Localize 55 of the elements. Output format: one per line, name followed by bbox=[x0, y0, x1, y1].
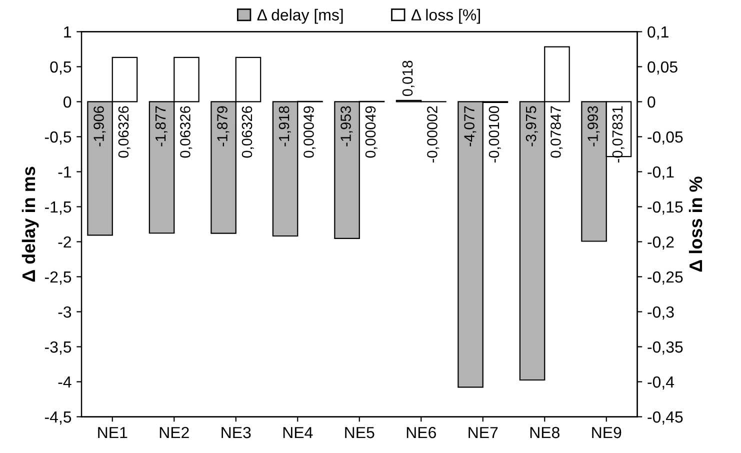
y2-tick-label: -0,35 bbox=[648, 341, 683, 355]
x-tick-label: NE9 bbox=[592, 426, 622, 438]
data-label: 0,00049 bbox=[365, 106, 378, 158]
y-tick-label: 0 bbox=[64, 96, 72, 108]
y2-tick-label: 0,05 bbox=[648, 61, 678, 75]
y2-tick-label: -0,25 bbox=[648, 271, 683, 285]
y-tick-label: -1,5 bbox=[44, 202, 72, 215]
legend-label: Δ delay [ms] bbox=[257, 8, 343, 24]
y2-tick-label: 0,1 bbox=[648, 26, 668, 40]
data-label: -1,879 bbox=[217, 106, 230, 146]
data-label: 0,06326 bbox=[242, 106, 254, 158]
y-tick-label: -4 bbox=[58, 376, 72, 388]
data-label: -0,00100 bbox=[488, 106, 501, 162]
y-tick-label: -2 bbox=[58, 236, 71, 248]
y2-tick-label: 0 bbox=[648, 96, 656, 108]
data-label: 0,07847 bbox=[550, 106, 563, 158]
y2-tick-label: -0,1 bbox=[648, 166, 674, 180]
data-label: -0,00002 bbox=[427, 106, 440, 162]
data-label: 0,06326 bbox=[180, 106, 192, 158]
y-tick-label: -4,5 bbox=[44, 412, 72, 425]
y-tick-label: 0,5 bbox=[50, 61, 72, 75]
y-axis-title: Δ delay in ms bbox=[22, 166, 39, 282]
data-label: 0,018 bbox=[402, 60, 414, 96]
y-tick-label: 1 bbox=[64, 26, 72, 38]
data-label: -1,877 bbox=[155, 106, 168, 146]
y2-tick-label: -0,05 bbox=[648, 131, 683, 145]
data-label: -1,918 bbox=[278, 106, 291, 146]
y-tick-label: -3 bbox=[58, 306, 72, 318]
y-tick-label: -2,5 bbox=[44, 271, 72, 285]
data-label: -3,975 bbox=[526, 106, 538, 146]
data-label: -4,077 bbox=[464, 106, 476, 146]
x-tick-label: NE6 bbox=[406, 426, 436, 438]
x-tick-label: NE8 bbox=[530, 426, 560, 438]
y-tick-label: -3,5 bbox=[44, 341, 72, 355]
x-tick-label: NE7 bbox=[468, 427, 498, 438]
y2-tick-label: -0,15 bbox=[648, 201, 683, 215]
data-label: -0,07831 bbox=[612, 106, 624, 162]
y2-tick-label: -0,2 bbox=[648, 236, 674, 250]
x-tick-label: NE4 bbox=[283, 427, 313, 438]
y-tick-label: -0,5 bbox=[44, 131, 72, 145]
y2-axis-title: Δ loss in % bbox=[688, 176, 702, 272]
data-label: 0,06326 bbox=[118, 106, 130, 158]
data-label: 0,00049 bbox=[304, 106, 316, 158]
data-label: -1,993 bbox=[588, 106, 600, 146]
y2-tick-label: -0,3 bbox=[648, 306, 674, 320]
x-tick-label: NE1 bbox=[98, 427, 128, 438]
legend-label: Δ loss [%] bbox=[411, 8, 480, 24]
x-tick-label: NE5 bbox=[345, 427, 374, 438]
data-label: -1,953 bbox=[340, 106, 353, 146]
x-tick-label: NE3 bbox=[222, 426, 251, 438]
y-tick-label: -1 bbox=[58, 166, 72, 178]
y2-tick-label: -0,45 bbox=[648, 411, 683, 425]
x-tick-label: NE2 bbox=[160, 426, 189, 438]
data-label: -1,906 bbox=[94, 106, 106, 146]
y2-tick-label: -0,4 bbox=[648, 376, 674, 390]
